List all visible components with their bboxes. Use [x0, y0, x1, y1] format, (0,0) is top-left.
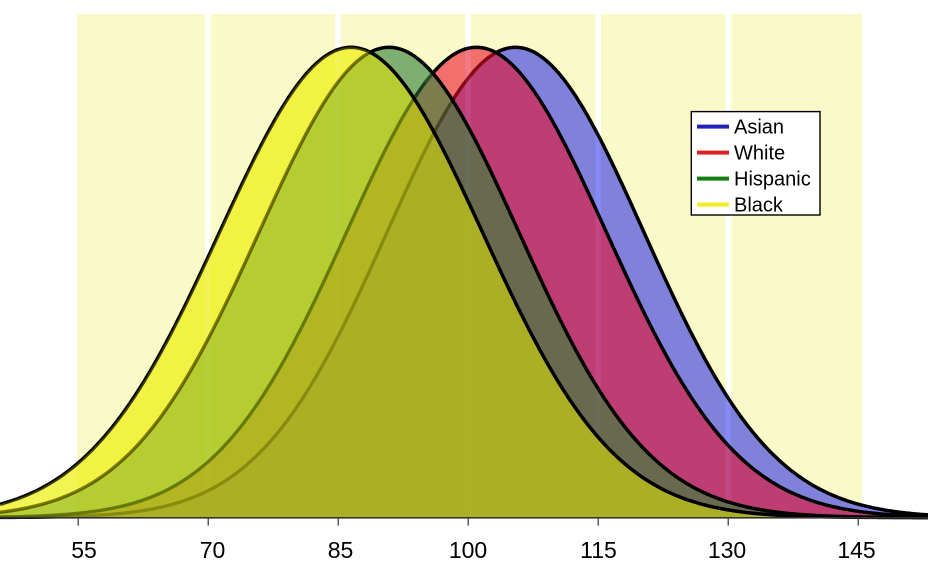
svg-text:55: 55 [71, 537, 97, 563]
svg-text:130: 130 [708, 537, 746, 563]
svg-text:70: 70 [200, 537, 226, 563]
svg-text:145: 145 [837, 537, 875, 563]
svg-text:Black: Black [734, 194, 784, 216]
svg-text:White: White [734, 142, 785, 164]
svg-text:Asian: Asian [734, 116, 784, 138]
svg-text:100: 100 [449, 537, 487, 563]
svg-text:115: 115 [580, 537, 617, 563]
svg-text:85: 85 [328, 537, 354, 563]
svg-text:Hispanic: Hispanic [734, 168, 811, 190]
